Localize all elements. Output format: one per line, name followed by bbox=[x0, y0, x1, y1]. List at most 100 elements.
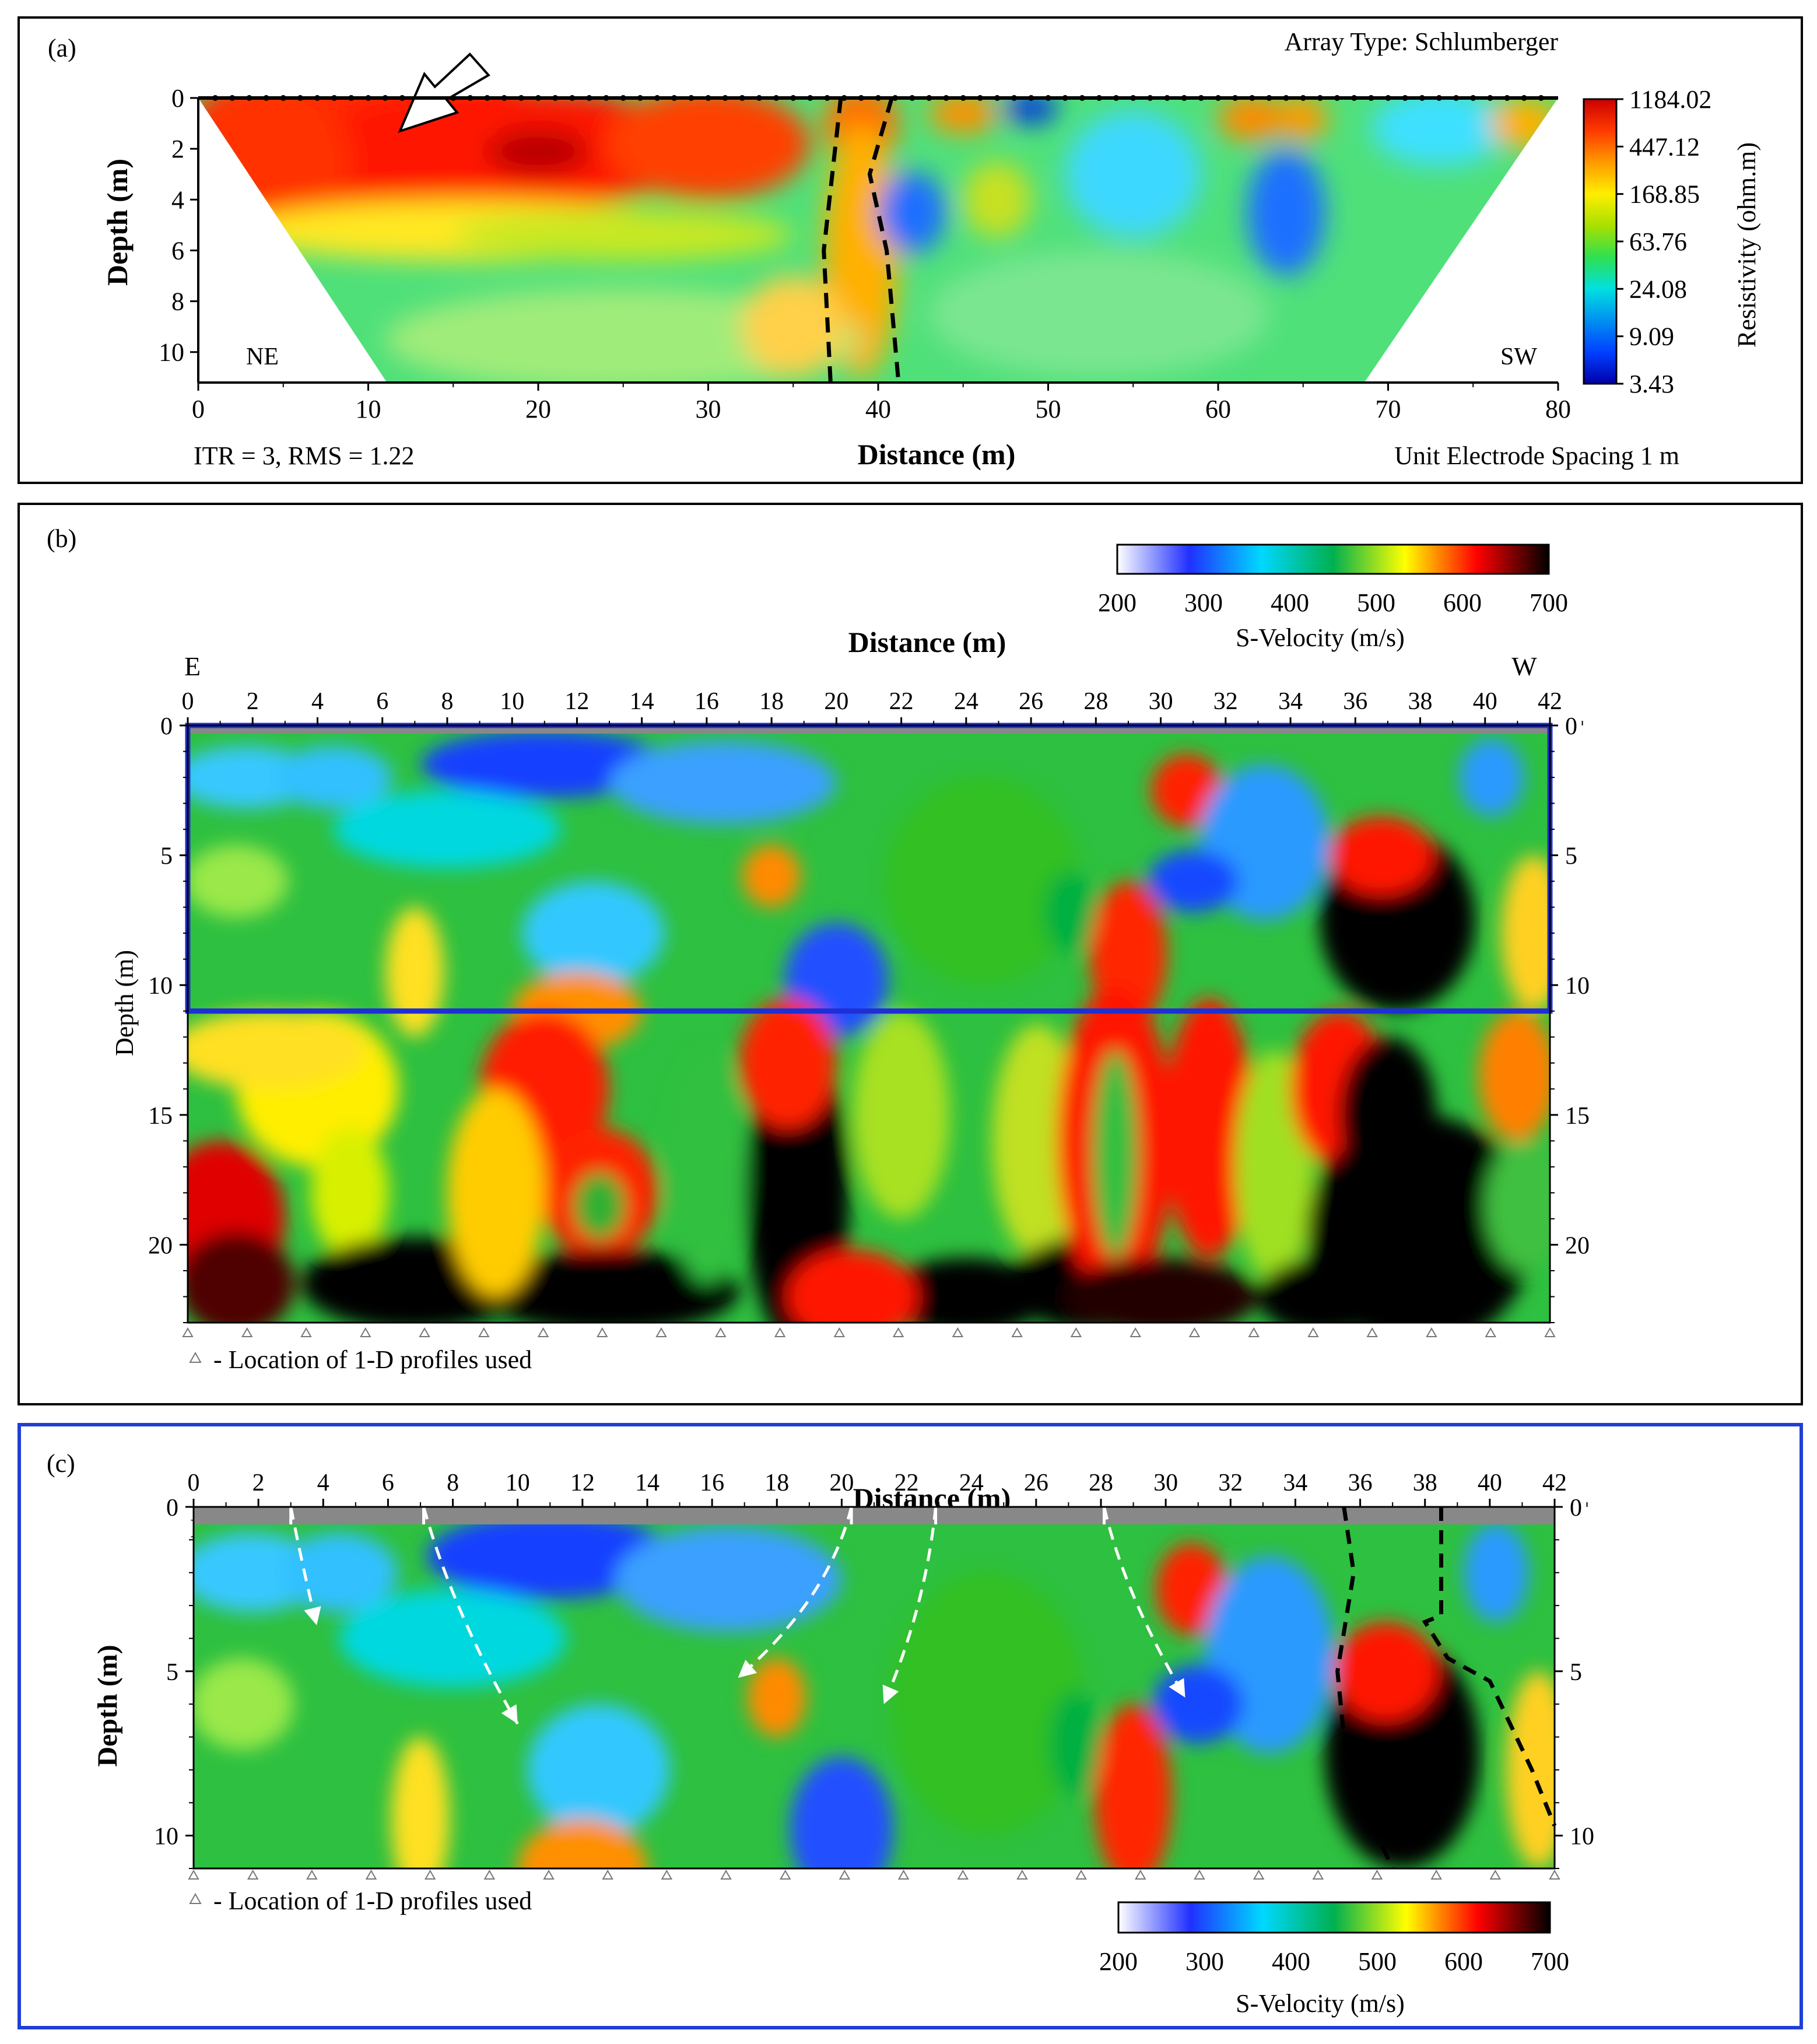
velocity-field bbox=[188, 725, 1550, 1323]
x-tick-label: 70 bbox=[1376, 395, 1401, 423]
y-tick-label: 20 bbox=[1565, 1232, 1590, 1259]
resistivity-anomaly bbox=[385, 288, 861, 383]
colorbar-tick-label: 500 bbox=[1357, 588, 1395, 617]
x-tick-label: 6 bbox=[382, 1470, 394, 1496]
resistivity-anomaly bbox=[1247, 149, 1325, 276]
x-tick-label: 60 bbox=[1205, 395, 1231, 423]
y-tick-label: 2 bbox=[171, 135, 184, 163]
x-tick-label: 18 bbox=[764, 1470, 789, 1496]
velocity-anomaly bbox=[885, 1257, 1047, 1323]
resistivity-anomaly bbox=[1279, 98, 1327, 142]
velocity-anomaly bbox=[573, 1172, 626, 1240]
y-tick-label: 10 bbox=[159, 338, 184, 367]
x-axis-title-a: Distance (m) bbox=[858, 438, 1016, 471]
profile-marker bbox=[957, 1869, 969, 1880]
profile-marker bbox=[365, 1869, 377, 1880]
profile-marker bbox=[478, 1327, 490, 1337]
resistivity-axes: 0 10 20 30 40 50 60 70 80 0 2 4 6 8 10 bbox=[159, 84, 1571, 423]
x-tick-label: 0 bbox=[182, 688, 194, 715]
velocity-anomaly bbox=[1092, 1050, 1138, 1258]
interpretation-annotations bbox=[289, 1506, 1557, 1870]
resistivity-anomaly bbox=[929, 98, 998, 134]
surface-band bbox=[194, 1507, 1555, 1524]
velocity-anomaly bbox=[281, 1533, 398, 1612]
resistivity-anomaly bbox=[606, 98, 811, 200]
velocity-anomaly bbox=[748, 1658, 806, 1737]
velocity-anomaly bbox=[334, 790, 561, 868]
profile-marker bbox=[1489, 1869, 1502, 1880]
x-tick-label: 50 bbox=[1036, 395, 1061, 423]
colorbar-gradient bbox=[1583, 98, 1618, 385]
panel-label-a: (a) bbox=[48, 34, 76, 62]
profile-marker bbox=[1135, 1869, 1146, 1880]
profile-marker bbox=[1075, 1869, 1087, 1880]
x-tick-label: 20 bbox=[829, 1470, 854, 1496]
profile-marker bbox=[715, 1327, 727, 1337]
x-tick-label: 26 bbox=[1019, 688, 1043, 715]
y-tick-label: 20 bbox=[148, 1232, 173, 1259]
colorbar-tick-label: 700 bbox=[1530, 588, 1568, 617]
velocity-anomaly bbox=[853, 1011, 950, 1219]
resistivity-anomaly bbox=[878, 171, 946, 253]
velocity-anomaly bbox=[391, 1737, 450, 1868]
y-tick-label: 0 bbox=[166, 1495, 178, 1521]
profile-marker bbox=[1248, 1327, 1260, 1337]
s-velocity-axes-b: 0 2 4 6 8 10 12 14 16 18 20 22 24 26 28 30 32 34 36 38 40 420… bbox=[148, 688, 1590, 1363]
profile-marker bbox=[774, 1327, 786, 1337]
profile-marker bbox=[1070, 1327, 1082, 1337]
white-dashed-arrow bbox=[882, 1506, 938, 1705]
white-dashed-arrow bbox=[1103, 1506, 1187, 1699]
y-tick-label: 15 bbox=[1565, 1103, 1590, 1130]
white-arrow-head bbox=[304, 1606, 321, 1625]
iteration-note: ITR = 3, RMS = 1.22 bbox=[194, 441, 414, 470]
velocity-anomaly bbox=[188, 1232, 295, 1323]
resistivity-anomaly bbox=[742, 276, 844, 378]
profile-marker bbox=[543, 1869, 555, 1880]
colorbar-gradient bbox=[1116, 544, 1550, 575]
colorbar-tick-label: 200 bbox=[1099, 1947, 1138, 1976]
colorbar-tick-label: 400 bbox=[1271, 588, 1309, 617]
y-tick-label: 0 bbox=[1570, 1495, 1582, 1521]
velocity-anomaly bbox=[1501, 855, 1550, 1011]
y-tick-label: 5 bbox=[166, 1659, 178, 1686]
y-tick-label: 0 bbox=[171, 84, 184, 113]
velocity-anomaly bbox=[790, 1756, 894, 1868]
electrode-spacing-note: Unit Electrode Spacing 1 m bbox=[1394, 441, 1679, 470]
ne-label: NE bbox=[246, 343, 279, 370]
resistivity-anomaly bbox=[1065, 110, 1201, 238]
colorbar-tick-label: 200 bbox=[1098, 588, 1136, 617]
profile-marker bbox=[182, 1327, 194, 1337]
x-tick-label: 32 bbox=[1218, 1470, 1243, 1496]
x-axis-title-b: Distance (m) bbox=[848, 626, 1006, 658]
x-tick-label: 40 bbox=[865, 395, 891, 423]
velocity-anomaly bbox=[517, 1819, 647, 1868]
colorbar-tick-label: 500 bbox=[1358, 1947, 1397, 1976]
velocity-anomaly bbox=[787, 1250, 918, 1323]
velocity-anomaly bbox=[1506, 1671, 1555, 1868]
y-tick-label: 10 bbox=[1570, 1824, 1594, 1850]
resistivity-anomaly bbox=[1371, 98, 1507, 167]
y-axis-title-c: Depth (m) bbox=[92, 1645, 123, 1766]
velocity-anomaly bbox=[742, 844, 801, 907]
velocity-anomaly bbox=[521, 881, 665, 986]
colorbar-tick-label: 3.43 bbox=[1629, 370, 1674, 398]
x-tick-label: 28 bbox=[1089, 1470, 1113, 1496]
x-tick-label: 24 bbox=[954, 688, 978, 715]
y-tick-label: 8 bbox=[171, 288, 184, 316]
x-tick-label: 20 bbox=[824, 688, 848, 715]
colorbar-tick-label: 168.85 bbox=[1629, 180, 1700, 209]
x-tick-label: 22 bbox=[889, 688, 914, 715]
boundary-dashed-line bbox=[822, 97, 843, 383]
profile-marker bbox=[597, 1327, 608, 1337]
profile-legend-c: - Location of 1-D profiles used bbox=[213, 1887, 532, 1915]
velocity-anomaly bbox=[1258, 1257, 1388, 1323]
resistivity-anomaly bbox=[453, 209, 794, 261]
x-tick-label: 42 bbox=[1538, 688, 1562, 715]
profile-marker bbox=[780, 1869, 791, 1880]
colorbar-tick-label: 447.12 bbox=[1629, 132, 1700, 161]
profile-marker bbox=[537, 1327, 549, 1337]
colorbar-title-a: Resistivity (ohm.m) bbox=[1732, 142, 1761, 348]
resistivity-anomaly bbox=[1004, 98, 1058, 124]
x-tick-label: 14 bbox=[630, 688, 654, 715]
x-tick-label: 24 bbox=[959, 1470, 984, 1496]
